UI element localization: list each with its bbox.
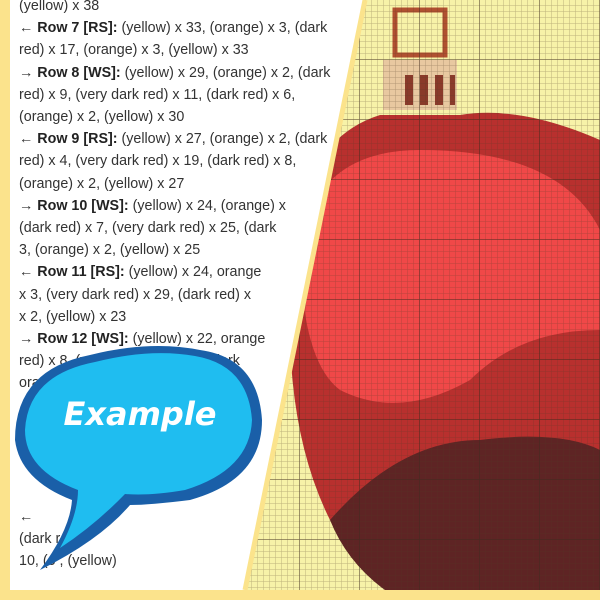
direction-arrow-icon: ← [19, 131, 34, 148]
direction-arrow-icon: → [19, 331, 34, 347]
row-text: 10, (o , (yellow) [19, 553, 117, 569]
instruction-line: 3, (orange) x 2, (yellow) x 25 [19, 239, 200, 261]
direction-arrow-icon: → [19, 64, 34, 81]
row-text: (yellow) x 24, (orange) x [128, 197, 286, 214]
instruction-line: x 3, (very dark red) x 29, (dark red) x [19, 284, 251, 306]
instruction-line: (dark re [19, 528, 68, 550]
example-label: Example [63, 395, 216, 433]
instruction-line: ← Row 9 [RS]: (yellow) x 27, (orange) x … [19, 128, 327, 150]
row-text: (orange) x 2, (yellow) x 30 [19, 109, 185, 125]
row-text: (dark red) x 7, (very dark red) x 25, (d… [19, 220, 277, 236]
instruction-line: red) x 9, (very dark red) x 11, (dark re… [19, 84, 295, 106]
row-text: (yellow) x 24, orange [124, 264, 262, 281]
instruction-line: → Row 12 [WS]: (yellow) x 22, orange [19, 328, 265, 350]
row-text: red) x 17, (orange) x 3, (yellow) x 33 [19, 42, 249, 59]
instruction-line: ← Row 11 [RS]: (yellow) x 24, orange [19, 261, 261, 283]
row-label: Row 10 [WS]: [37, 197, 129, 214]
row-label: Row 11 [RS]: [37, 264, 125, 281]
instruction-line: (orange) x 2, (yellow) x 27 [19, 173, 184, 195]
instruction-line: 10, (o , (yellow) [19, 550, 117, 572]
row-text: (yellow) x 29, (orange) x 2, (dark [120, 64, 331, 81]
instruction-line: x 2, (yellow) x 23 [19, 306, 126, 328]
row-text: (yellow) x 27, (orange) x 2, (dark [117, 131, 328, 148]
row-label: Row 7 [RS]: [37, 20, 118, 37]
row-text: (yellow) x 33, (orange) x 3, (dark [117, 20, 328, 37]
instruction-line: (yellow) x 38 [19, 0, 99, 17]
row-label: Row 12 [WS]: [37, 331, 129, 347]
instruction-line: red) x 17, (orange) x 3, (yellow) x 33 [19, 39, 249, 61]
row-text: red) x 4, (very dark red) x 19, (dark re… [19, 153, 297, 170]
row-text: (orange) x 2, (yellow) x 27 [19, 175, 185, 192]
instruction-line: ← Row 7 [RS]: (yellow) x 33, (orange) x … [19, 17, 327, 39]
instruction-line: → Row 8 [WS]: (yellow) x 29, (orange) x … [19, 62, 330, 84]
row-text: (yellow) x 22, orange [128, 331, 266, 347]
direction-arrow-icon: → [19, 197, 34, 214]
direction-arrow-icon: ← [19, 508, 34, 525]
instruction-line: red) x 4, (very dark red) x 19, (dark re… [19, 150, 296, 172]
row-label: Row 8 [WS]: [37, 64, 121, 81]
diagonal-divider [242, 0, 368, 591]
row-text: (yellow) x 38 [19, 0, 100, 14]
row-text: 3, (orange) x 2, (yellow) x 25 [19, 242, 201, 259]
instruction-line: ← [19, 506, 33, 528]
row-text: x 2, (yellow) x 23 [19, 308, 127, 325]
direction-arrow-icon: ← [19, 20, 34, 37]
row-label: Row 9 [RS]: [37, 131, 118, 148]
instruction-line: → Row 10 [WS]: (yellow) x 24, (orange) x [19, 195, 286, 217]
row-text: x 3, (very dark red) x 29, (dark red) x [19, 286, 251, 303]
row-text: (dark re [19, 530, 69, 547]
instruction-line: (orange) x 2, (yellow) x 30 [19, 106, 184, 128]
instruction-line: (dark red) x 7, (very dark red) x 25, (d… [19, 217, 276, 239]
row-text: red) x 9, (very dark red) x 11, (dark re… [19, 86, 296, 103]
direction-arrow-icon: ← [19, 264, 34, 281]
